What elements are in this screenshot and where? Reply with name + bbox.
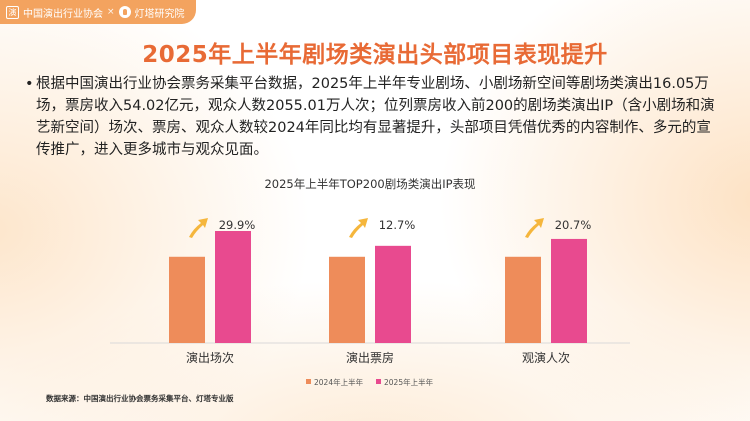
bar-2025-1 — [215, 231, 251, 343]
bar-2024-3 — [505, 256, 541, 343]
logo-bar: 演 中国演出行业协会 × 灯塔研究院 — [0, 0, 196, 24]
growth-label: 29.9% — [219, 218, 256, 232]
association-name: 中国演出行业协会 — [23, 8, 103, 20]
bar-2025-2 — [375, 245, 411, 343]
chart-title: 2025年上半年TOP200剧场类演出IP表现 — [264, 177, 475, 191]
growth-arrow-icon — [189, 218, 208, 238]
growth-label: 20.7% — [555, 218, 592, 232]
brand-name: 灯塔研究院 — [134, 8, 185, 20]
summary-text: 根据中国演出行业协会票务采集平台数据，2025年上半年专业剧场、小剧场新空间等剧… — [36, 76, 715, 158]
bar-2024-1 — [169, 256, 205, 343]
summary-paragraph: • 根据中国演出行业协会票务采集平台数据，2025年上半年专业剧场、小剧场新空间… — [25, 73, 720, 161]
x-tick-label: 演出场次 — [186, 350, 234, 365]
bar-2024-2 — [329, 256, 365, 343]
growth-arrow-icon — [525, 218, 544, 238]
x-tick-label: 演出票房 — [346, 350, 394, 365]
chart-legend: 2024年上半年 2025年上半年 — [306, 377, 434, 387]
growth-arrow-icon — [349, 218, 368, 238]
bar-2025-3 — [551, 238, 587, 343]
page-title: 2025年上半年剧场类演出头部项目表现提升 — [142, 42, 608, 68]
legend-label: 2024年上半年 — [314, 377, 364, 387]
lighthouse-logo-icon — [118, 6, 131, 18]
growth-label: 12.7% — [379, 218, 416, 232]
association-seal-icon: 演 — [6, 5, 19, 19]
legend-label: 2025年上半年 — [384, 377, 434, 387]
plot-area: 29.9% 演出场次 12.7% 演出票房 20.7% 观演人次 — [110, 218, 630, 365]
logo-separator: × — [107, 7, 115, 17]
x-tick-label: 观演人次 — [522, 350, 570, 365]
legend-swatch — [306, 379, 311, 384]
data-source-note: 数据来源：中国演出行业协会票务采集平台、灯塔专业版 — [46, 394, 234, 403]
bullet-point: • — [25, 76, 34, 92]
legend-swatch — [376, 379, 381, 384]
